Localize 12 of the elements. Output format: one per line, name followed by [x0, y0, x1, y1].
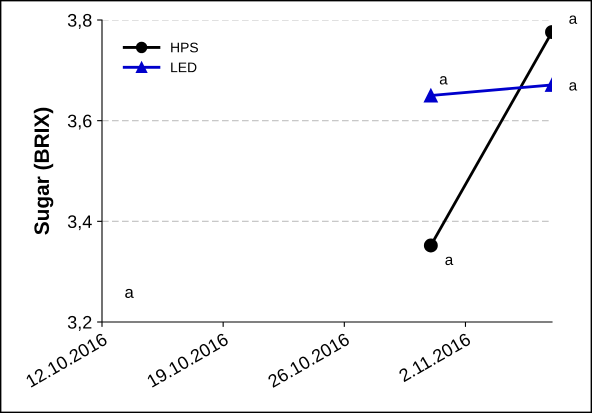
- y-axis-title: Sugar (BRIX): [34, 108, 54, 235]
- annotation: a: [569, 82, 578, 91]
- y-tick-label: 3,6: [68, 114, 92, 130]
- annotation: a: [445, 256, 454, 266]
- annotation: a: [125, 288, 134, 298]
- annotation: a: [569, 16, 578, 24]
- y-tick-label: 3,8: [68, 14, 92, 29]
- legend-label: HPS: [171, 42, 198, 52]
- y-tick-label: 3,2: [68, 316, 92, 331]
- legend-label: LED: [171, 62, 196, 72]
- annotation: a: [440, 76, 448, 85]
- y-tick-label: 3,4: [68, 215, 92, 230]
